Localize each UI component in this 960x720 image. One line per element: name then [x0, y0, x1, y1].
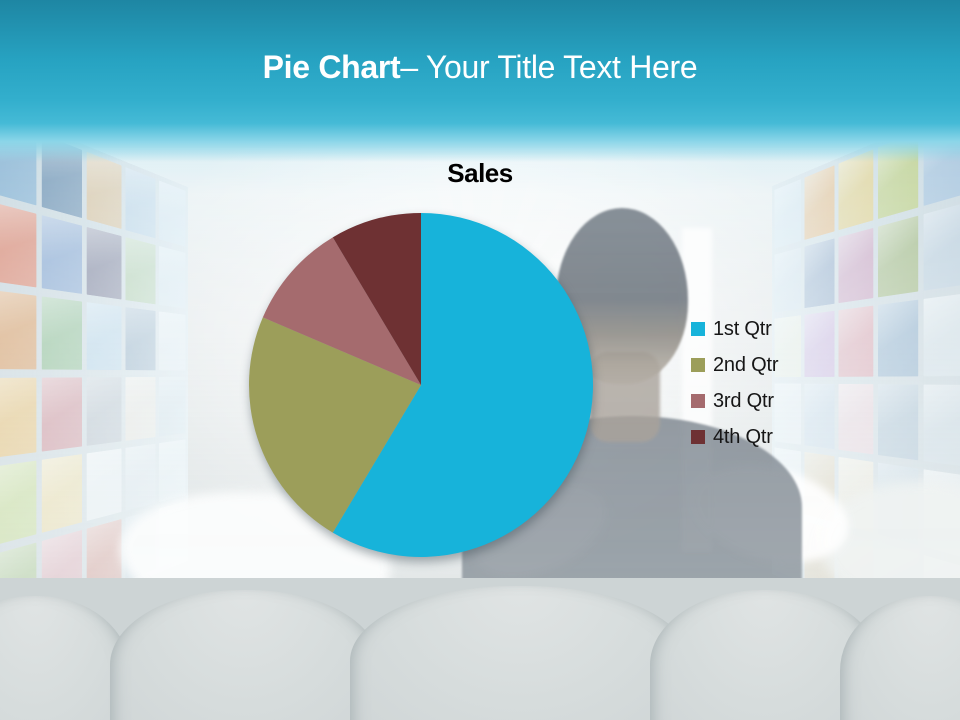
slide-title-rest: – Your Title Text Here	[400, 49, 698, 85]
pie-slice-1st-qtr	[332, 213, 594, 557]
legend-swatch	[691, 322, 705, 336]
pie-slice-3rd-qtr	[262, 237, 421, 385]
legend-item: 2nd Qtr	[691, 347, 779, 383]
couch-cushion	[110, 590, 380, 720]
legend-label: 4th Qtr	[713, 425, 773, 448]
legend-swatch	[691, 394, 705, 408]
slide-title-bold: Pie Chart	[262, 49, 401, 85]
chart-title: Sales	[447, 158, 513, 188]
legend-label: 1st Qtr	[713, 317, 772, 340]
legend-item: 4th Qtr	[691, 419, 778, 455]
couch-cushion	[350, 586, 690, 720]
legend-item: 1st Qtr	[691, 311, 778, 347]
pie-slice-2nd-qtr	[248, 317, 421, 533]
legend-label: 2nd Qtr	[713, 353, 779, 376]
header-band: Pie Chart– Your Title Text Here	[0, 0, 960, 162]
pie-plot	[248, 213, 594, 557]
chart-legend: 1st Qtr 2nd Qtr 3rd Qtr 4th Qtr	[691, 311, 779, 455]
legend-swatch	[691, 430, 705, 444]
legend-label: 3rd Qtr	[713, 389, 774, 412]
slide-title: Pie Chart– Your Title Text Here	[263, 0, 698, 162]
legend-swatch	[691, 358, 705, 372]
legend-item: 3rd Qtr	[691, 383, 778, 419]
couch	[0, 578, 960, 720]
pie-slice-4th-qtr	[332, 213, 421, 385]
